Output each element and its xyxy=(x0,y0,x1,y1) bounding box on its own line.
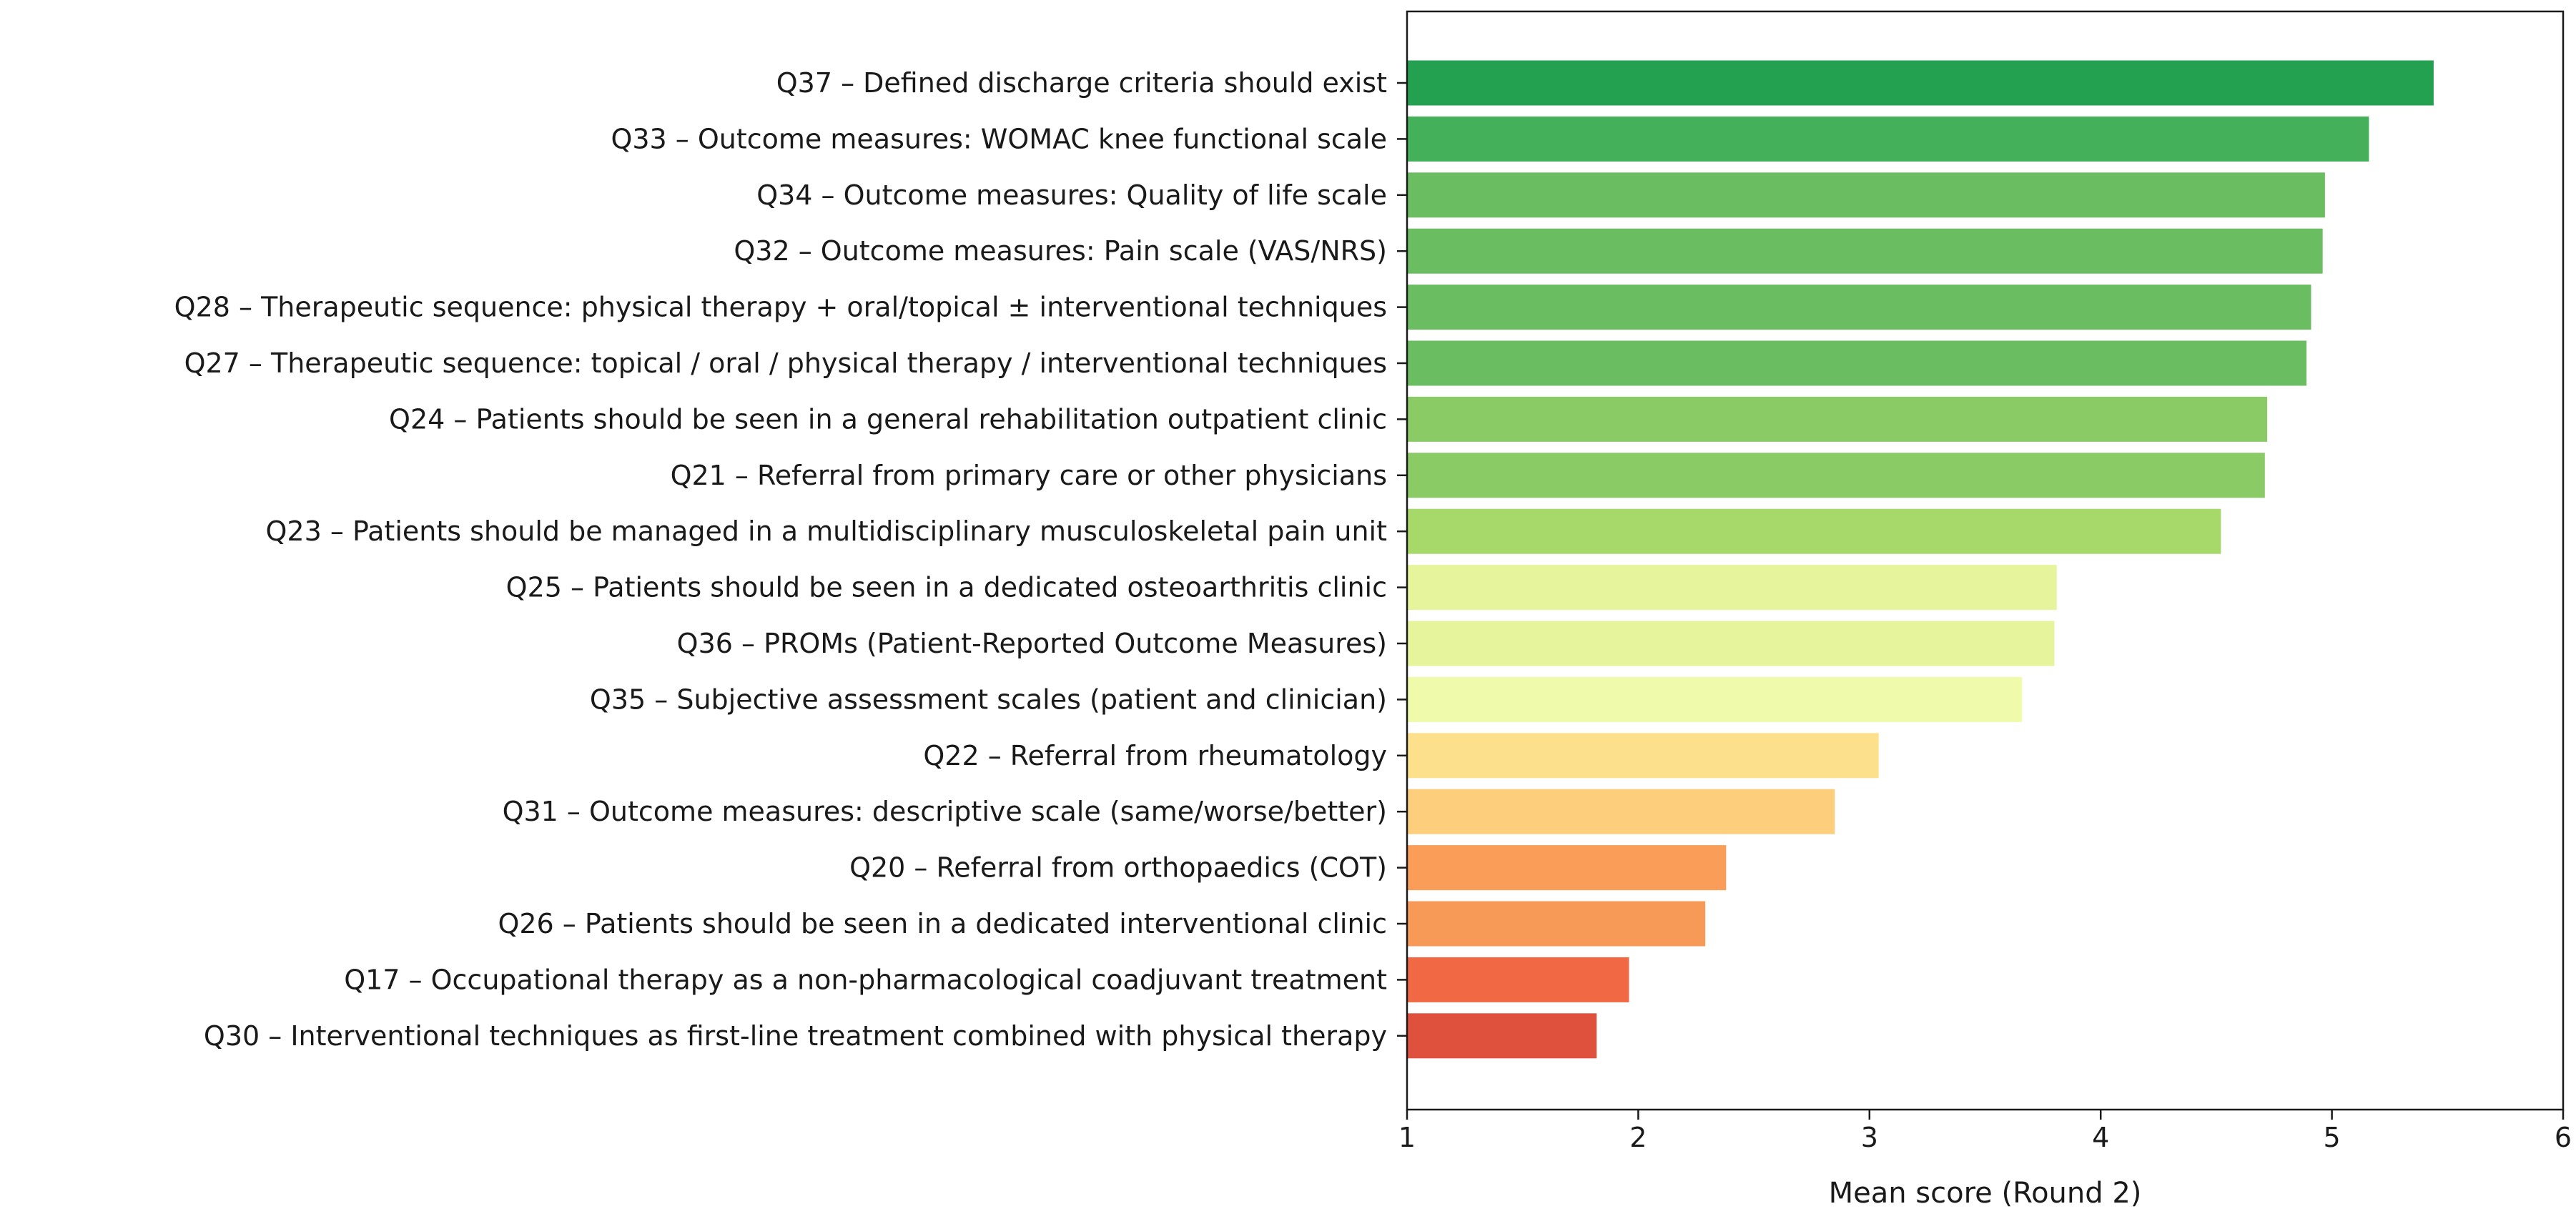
category-label: Q23 – Patients should be managed in a mu… xyxy=(266,515,1387,547)
bar-7 xyxy=(1407,396,2268,442)
bar-18 xyxy=(1407,1013,1597,1059)
bar-16 xyxy=(1407,901,1706,947)
bar-3 xyxy=(1407,172,2325,218)
category-label: Q21 – Referral from primary care or othe… xyxy=(671,460,1387,491)
category-label: Q26 – Patients should be seen in a dedic… xyxy=(498,908,1387,939)
bar-15 xyxy=(1407,845,1727,891)
category-label: Q30 – Interventional techniques as first… xyxy=(204,1020,1387,1052)
bar-5 xyxy=(1407,285,2311,330)
axes-layer xyxy=(1397,10,2565,1120)
labels-layer: Q37 – Defined discharge criteria should … xyxy=(174,67,2572,1153)
x-tick-label: 6 xyxy=(2555,1122,2572,1153)
category-label: Q25 – Patients should be seen in a dedic… xyxy=(506,572,1387,603)
bar-14 xyxy=(1407,789,1835,834)
bar-2 xyxy=(1407,116,2369,162)
category-label: Q28 – Therapeutic sequence: physical the… xyxy=(174,292,1387,323)
category-label: Q31 – Outcome measures: descriptive scal… xyxy=(503,796,1387,827)
x-tick-label: 4 xyxy=(2092,1122,2109,1153)
x-tick-label: 3 xyxy=(1861,1122,1878,1153)
x-axis-title: Mean score (Round 2) xyxy=(1829,1177,2142,1210)
category-label: Q37 – Defined discharge criteria should … xyxy=(776,67,1387,99)
bar-1 xyxy=(1407,60,2434,106)
category-label: Q35 – Subjective assessment scales (pati… xyxy=(590,683,1387,715)
bar-4 xyxy=(1407,228,2323,274)
category-label: Q34 – Outcome measures: Quality of life … xyxy=(756,179,1387,211)
bar-17 xyxy=(1407,957,1629,1002)
x-tick-label: 5 xyxy=(2324,1122,2341,1153)
bar-8 xyxy=(1407,453,2265,498)
category-label: Q27 – Therapeutic sequence: topical / or… xyxy=(184,347,1387,379)
bar-10 xyxy=(1407,565,2057,611)
category-label: Q32 – Outcome measures: Pain scale (VAS/… xyxy=(734,235,1387,267)
bars-layer xyxy=(1407,60,2434,1059)
category-label: Q22 – Referral from rheumatology xyxy=(923,740,1387,771)
category-label: Q17 – Occupational therapy as a non-phar… xyxy=(344,964,1387,995)
bar-6 xyxy=(1407,340,2307,386)
x-tick-label: 2 xyxy=(1629,1122,1647,1153)
category-label: Q36 – PROMs (Patient-Reported Outcome Me… xyxy=(677,628,1387,659)
category-label: Q33 – Outcome measures: WOMAC knee funct… xyxy=(611,123,1387,154)
plot-frame xyxy=(1406,10,2565,1111)
bar-9 xyxy=(1407,508,2221,554)
bar-13 xyxy=(1407,733,1879,779)
category-label: Q24 – Patients should be seen in a gener… xyxy=(389,403,1387,435)
x-tick-label: 1 xyxy=(1398,1122,1416,1153)
bar-12 xyxy=(1407,676,2023,722)
category-label: Q20 – Referral from orthopaedics (COT) xyxy=(849,852,1387,884)
bar-11 xyxy=(1407,621,2055,666)
